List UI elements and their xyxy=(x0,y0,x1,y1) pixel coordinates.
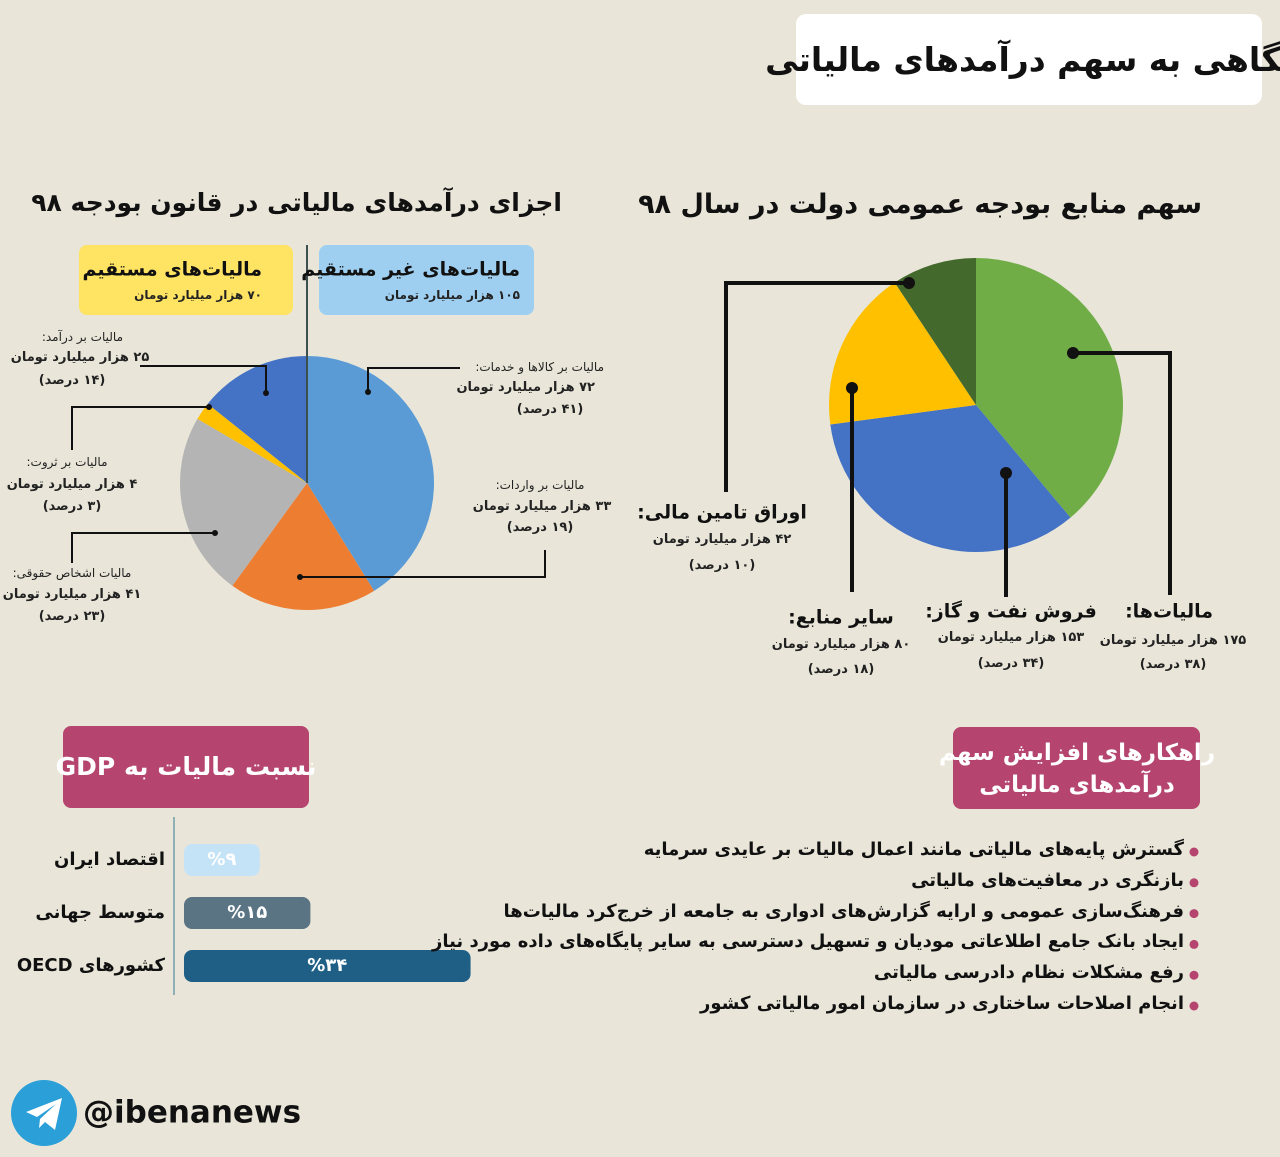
pie-slice xyxy=(830,405,1071,552)
leader-line xyxy=(71,532,215,563)
slice-label: مالیات بر درآمد: xyxy=(41,329,123,344)
strategies-title: درآمدهای مالیاتی xyxy=(979,772,1175,799)
bar-label: اقتصاد ایران xyxy=(54,849,165,871)
group-box xyxy=(319,245,534,315)
leader-dot xyxy=(1067,347,1079,359)
slice-label: مالیات‌ها: xyxy=(1125,600,1213,623)
title-box xyxy=(796,14,1262,105)
slice-value: ۴۲ هزار میلیارد تومان xyxy=(652,532,792,548)
bar-value: %۱۵ xyxy=(227,902,268,924)
bullet xyxy=(1189,909,1199,919)
strategy-item: گسترش پایه‌های مالیاتی مانند اعمال مالیا… xyxy=(643,839,1184,861)
main-title: نگاهی به سهم درآمدهای مالیاتی xyxy=(765,40,1280,80)
pie-slice xyxy=(894,258,976,405)
slice-value: ۷۲ هزار میلیارد تومان xyxy=(456,380,595,396)
pie-slice xyxy=(197,403,307,483)
slice-label: مالیات اشخاص حقوقی: xyxy=(12,565,132,580)
strategies-title: راهکارهای افزایش سهم xyxy=(938,740,1216,767)
bar-title: نسبت مالیات به GDP xyxy=(55,752,317,781)
bar xyxy=(184,897,311,929)
leader-dot xyxy=(1000,467,1012,479)
leader-line xyxy=(300,550,546,578)
bar xyxy=(184,844,260,876)
slice-value: ۱۵۳ هزار میلیارد تومان xyxy=(937,630,1085,646)
group-value: ۷۰ هزار میلیارد تومان xyxy=(134,287,262,302)
slice-label: مالیات بر کالاها و خدمات: xyxy=(475,359,604,374)
strategy-item: بازنگری در معافیت‌های مالیاتی xyxy=(911,870,1184,891)
leader-dot xyxy=(212,530,218,536)
slice-label: اوراق تامین مالی: xyxy=(637,501,807,524)
slice-label: مالیات بر واردات: xyxy=(495,477,585,492)
slice-percent: (۳ درصد) xyxy=(42,499,102,515)
slice-value: ۸۰ هزار میلیارد تومان xyxy=(771,637,911,653)
pie-slice xyxy=(179,418,307,586)
group-box xyxy=(79,245,293,315)
slice-value: ۱۷۵ هزار میلیارد تومان xyxy=(1099,633,1247,649)
slice-percent: (۴۱ درصد) xyxy=(516,402,584,418)
bar-label: متوسط جهانی xyxy=(35,902,165,924)
leader-dot xyxy=(365,389,371,395)
leader-line xyxy=(71,406,209,450)
pie-slice xyxy=(232,483,375,610)
bar-title-box xyxy=(63,726,309,808)
slice-value: ۳۳ هزار میلیارد تومان xyxy=(472,499,612,515)
strategy-item: فرهنگ‌سازی عمومی و ارایه گزارش‌های ادوار… xyxy=(503,900,1185,922)
slice-value: ۴ هزار میلیارد تومان xyxy=(6,477,138,493)
bullet xyxy=(1189,878,1199,888)
bullet xyxy=(1189,939,1199,949)
leader-line xyxy=(140,365,267,393)
slice-label: مالیات بر ثروت: xyxy=(26,454,108,469)
pie-slice xyxy=(829,282,976,425)
bar-value: %۳۴ xyxy=(307,955,348,977)
leader-dot xyxy=(903,277,915,289)
strategies-title-box xyxy=(953,727,1200,809)
pie-slice xyxy=(307,356,434,591)
strategy-item: انجام اصلاحات ساختاری در سازمان امور مال… xyxy=(700,993,1184,1015)
slice-label: سایر منابع: xyxy=(788,606,894,629)
leader-dot xyxy=(846,382,858,394)
pie-slice xyxy=(976,258,1123,518)
pie-slice xyxy=(207,356,307,483)
telegram-plane xyxy=(26,1098,62,1130)
leader-dot xyxy=(263,390,269,396)
slice-percent: (۱۸ درصد) xyxy=(807,662,875,678)
strategy-item: ایجاد بانک جامع اطلاعاتی مودیان و تسهیل … xyxy=(431,931,1184,953)
bullet xyxy=(1189,970,1199,980)
group-value: ۱۰۵ هزار میلیارد تومان xyxy=(384,287,520,302)
slice-percent: (۱۴ درصد) xyxy=(38,373,106,389)
slice-percent: (۱۹ درصد) xyxy=(506,520,574,536)
slice-percent: (۱۰ درصد) xyxy=(688,558,756,574)
leader-dot xyxy=(297,574,303,580)
telegram-icon xyxy=(11,1080,77,1146)
strategy-item: رفع مشکلات نظام دادرسی مالیاتی xyxy=(873,962,1184,984)
slice-label: فروش نفت و گاز: xyxy=(925,600,1097,623)
slice-percent: (۳۸ درصد) xyxy=(1139,657,1207,673)
bar xyxy=(184,950,471,982)
slice-value: ۴۱ هزار میلیارد تومان xyxy=(2,587,142,603)
bullet xyxy=(1189,1001,1199,1011)
slice-value: ۲۵ هزار میلیارد تومان xyxy=(10,350,150,366)
pie-title: سهم منابع بودجه عمومی دولت در سال ۹۸ xyxy=(638,188,1202,220)
leader-line xyxy=(724,281,909,492)
bar-label: کشورهای OECD xyxy=(16,955,165,977)
handle: @ibenanews xyxy=(83,1094,302,1131)
pie-title: اجزای درآمدهای مالیاتی در قانون بودجه ۹۸ xyxy=(31,188,562,217)
group-name: مالیات‌های مستقیم xyxy=(82,258,262,281)
bar-value: %۹ xyxy=(207,849,237,871)
leader-line xyxy=(1073,351,1172,595)
slice-percent: (۳۴ درصد) xyxy=(977,656,1045,672)
slice-percent: (۲۳ درصد) xyxy=(38,609,106,625)
leader-line xyxy=(367,367,460,392)
group-name: مالیات‌های غیر مستقیم xyxy=(301,258,520,281)
leader-dot xyxy=(206,404,212,410)
bullet xyxy=(1189,847,1199,857)
